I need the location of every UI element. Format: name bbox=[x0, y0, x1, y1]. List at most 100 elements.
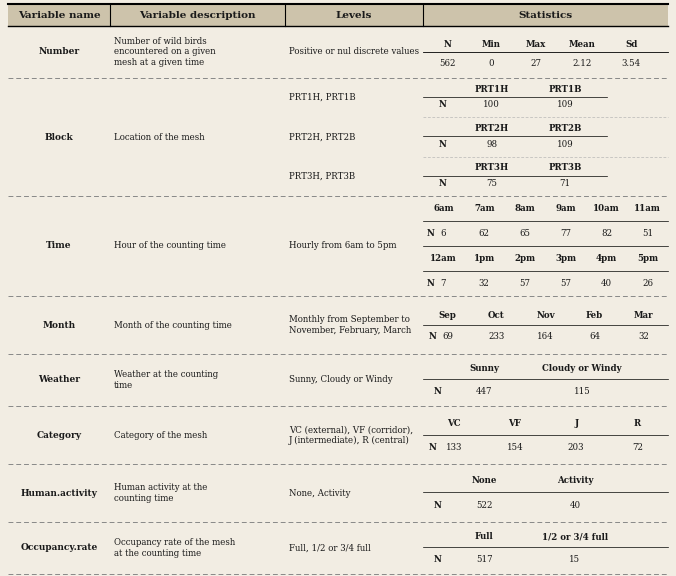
Text: Hourly from 6am to 5pm: Hourly from 6am to 5pm bbox=[289, 241, 397, 251]
Text: 12am: 12am bbox=[430, 254, 457, 263]
Text: PRT2B: PRT2B bbox=[548, 124, 582, 133]
Text: 517: 517 bbox=[476, 555, 493, 564]
Text: Cloudy or Windy: Cloudy or Windy bbox=[542, 364, 622, 373]
Text: N: N bbox=[429, 332, 437, 341]
Text: 3.54: 3.54 bbox=[622, 59, 641, 68]
Text: Min: Min bbox=[482, 40, 501, 49]
Text: Mar: Mar bbox=[633, 310, 653, 320]
Text: 100: 100 bbox=[483, 100, 500, 109]
Text: 6: 6 bbox=[441, 229, 446, 238]
Text: 5pm: 5pm bbox=[637, 254, 658, 263]
Text: PRT3H: PRT3H bbox=[475, 163, 509, 172]
Text: 77: 77 bbox=[560, 229, 571, 238]
Text: 133: 133 bbox=[445, 444, 462, 452]
Text: 6am: 6am bbox=[433, 204, 454, 213]
Text: Number: Number bbox=[39, 47, 80, 56]
Text: VC (external), VF (corridor),
J (intermediate), R (central): VC (external), VF (corridor), J (interme… bbox=[289, 425, 413, 445]
Text: Location of the mesh: Location of the mesh bbox=[114, 132, 205, 142]
Text: 3pm: 3pm bbox=[556, 254, 577, 263]
Text: 75: 75 bbox=[486, 179, 497, 188]
Text: N: N bbox=[434, 387, 441, 396]
Text: 82: 82 bbox=[601, 229, 612, 238]
Text: Weather at the counting
time: Weather at the counting time bbox=[114, 370, 218, 390]
Text: PRT3B: PRT3B bbox=[548, 163, 582, 172]
Text: Variable name: Variable name bbox=[18, 10, 100, 20]
Text: PRT1H: PRT1H bbox=[475, 85, 509, 93]
Text: 72: 72 bbox=[632, 444, 643, 452]
Text: 109: 109 bbox=[557, 139, 573, 149]
Text: Category of the mesh: Category of the mesh bbox=[114, 430, 208, 439]
Text: 1/2 or 3/4 full: 1/2 or 3/4 full bbox=[542, 532, 608, 541]
Text: None, Activity: None, Activity bbox=[289, 488, 350, 498]
Text: Weather: Weather bbox=[38, 376, 80, 385]
Text: 203: 203 bbox=[568, 444, 584, 452]
Text: 562: 562 bbox=[439, 59, 456, 68]
Text: 51: 51 bbox=[642, 229, 653, 238]
Text: PRT2H: PRT2H bbox=[475, 124, 509, 133]
Text: Activity: Activity bbox=[556, 476, 593, 485]
Text: Occupancy rate of the mesh
at the counting time: Occupancy rate of the mesh at the counti… bbox=[114, 539, 235, 558]
Text: Full: Full bbox=[475, 532, 493, 541]
Text: Sunny, Cloudy or Windy: Sunny, Cloudy or Windy bbox=[289, 376, 393, 385]
Text: 40: 40 bbox=[569, 501, 581, 510]
Text: 4pm: 4pm bbox=[596, 254, 617, 263]
Text: 109: 109 bbox=[557, 100, 573, 109]
Text: 7am: 7am bbox=[474, 204, 495, 213]
Text: 32: 32 bbox=[479, 279, 489, 288]
Text: 62: 62 bbox=[479, 229, 489, 238]
Text: J: J bbox=[574, 419, 578, 428]
Text: 15: 15 bbox=[569, 555, 581, 564]
Text: Full, 1/2 or 3/4 full: Full, 1/2 or 3/4 full bbox=[289, 544, 370, 552]
Text: 98: 98 bbox=[486, 139, 497, 149]
Text: Category: Category bbox=[37, 430, 82, 439]
Text: 2pm: 2pm bbox=[514, 254, 535, 263]
Bar bbox=[8, 4, 668, 26]
Text: 154: 154 bbox=[506, 444, 523, 452]
Text: 115: 115 bbox=[574, 387, 591, 396]
Text: 9am: 9am bbox=[556, 204, 576, 213]
Text: Sd: Sd bbox=[625, 40, 637, 49]
Text: 11am: 11am bbox=[634, 204, 661, 213]
Text: 233: 233 bbox=[488, 332, 504, 341]
Text: 71: 71 bbox=[560, 179, 571, 188]
Text: PRT3H, PRT3B: PRT3H, PRT3B bbox=[289, 172, 355, 181]
Text: Human activity at the
counting time: Human activity at the counting time bbox=[114, 483, 208, 503]
Text: 57: 57 bbox=[560, 279, 571, 288]
Text: Number of wild birds
encountered on a given
mesh at a given time: Number of wild birds encountered on a gi… bbox=[114, 37, 216, 67]
Text: Month: Month bbox=[43, 320, 76, 329]
Text: N: N bbox=[429, 444, 437, 452]
Text: 57: 57 bbox=[520, 279, 531, 288]
Text: 2.12: 2.12 bbox=[573, 59, 592, 68]
Text: Monthly from September to
November, February, March: Monthly from September to November, Febr… bbox=[289, 315, 411, 335]
Text: N: N bbox=[427, 279, 434, 288]
Text: 27: 27 bbox=[530, 59, 541, 68]
Text: Levels: Levels bbox=[336, 10, 372, 20]
Text: 10am: 10am bbox=[594, 204, 620, 213]
Text: Occupancy.rate: Occupancy.rate bbox=[20, 544, 97, 552]
Text: 522: 522 bbox=[476, 501, 493, 510]
Text: Month of the counting time: Month of the counting time bbox=[114, 320, 232, 329]
Text: 0: 0 bbox=[489, 59, 494, 68]
Text: Time: Time bbox=[46, 241, 72, 251]
Text: PRT2H, PRT2B: PRT2H, PRT2B bbox=[289, 132, 356, 142]
Text: Feb: Feb bbox=[586, 310, 603, 320]
Text: Nov: Nov bbox=[536, 310, 555, 320]
Text: Human.activity: Human.activity bbox=[20, 488, 97, 498]
Text: N: N bbox=[427, 229, 434, 238]
Text: 26: 26 bbox=[642, 279, 653, 288]
Text: None: None bbox=[472, 476, 497, 485]
Text: N: N bbox=[439, 100, 447, 109]
Text: Sep: Sep bbox=[439, 310, 456, 320]
Text: 40: 40 bbox=[601, 279, 612, 288]
Text: PRT1H, PRT1B: PRT1H, PRT1B bbox=[289, 93, 356, 102]
Text: Max: Max bbox=[525, 40, 546, 49]
Text: Oct: Oct bbox=[488, 310, 505, 320]
Text: Positive or nul discrete values: Positive or nul discrete values bbox=[289, 47, 419, 56]
Text: 8am: 8am bbox=[514, 204, 535, 213]
Text: N: N bbox=[434, 501, 441, 510]
Text: 69: 69 bbox=[442, 332, 453, 341]
Text: 65: 65 bbox=[520, 229, 531, 238]
Text: N: N bbox=[443, 40, 452, 49]
Text: Block: Block bbox=[45, 132, 74, 142]
Text: N: N bbox=[439, 139, 447, 149]
